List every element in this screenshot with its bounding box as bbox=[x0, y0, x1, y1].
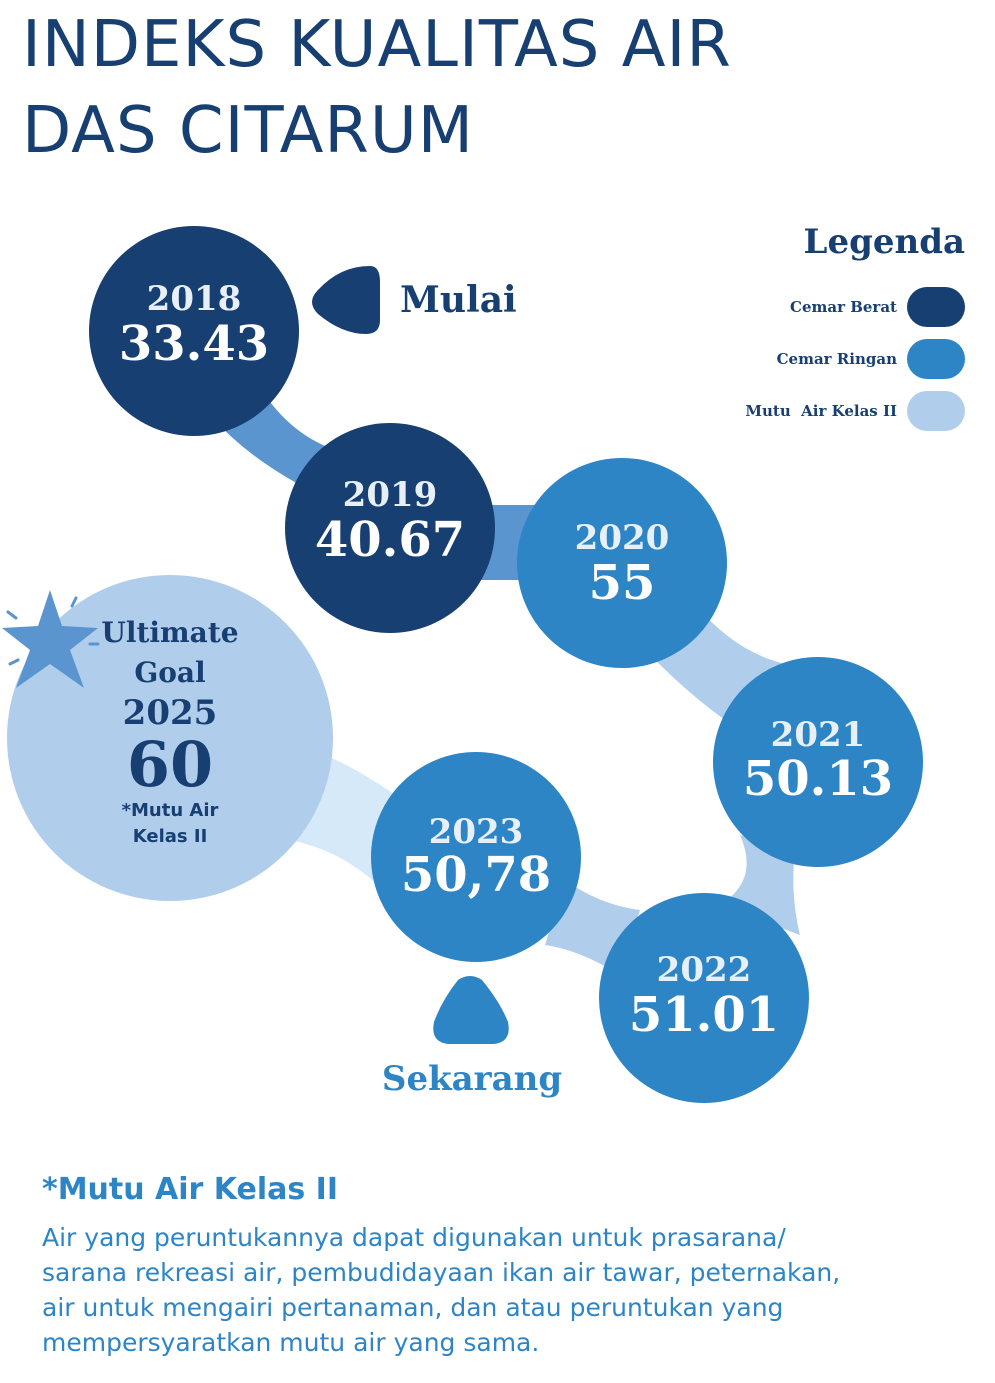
goal-note-line-2: Kelas II bbox=[133, 826, 208, 847]
legend-swatch bbox=[907, 391, 965, 431]
page-title: INDEKS KUALITAS AIR DAS CITARUM bbox=[22, 2, 732, 174]
node-value-2020: 55 bbox=[589, 555, 656, 611]
goal-line-1: Ultimate bbox=[101, 616, 238, 649]
node-year-2021: 2021 bbox=[771, 715, 866, 755]
footnote-line: Air yang peruntukannya dapat digunakan u… bbox=[42, 1223, 786, 1252]
goal-value: 60 bbox=[127, 728, 213, 801]
start-marker-shape bbox=[312, 266, 380, 334]
node-value-2021: 50.13 bbox=[743, 751, 893, 807]
current-marker-shape bbox=[433, 976, 509, 1044]
legend-label: Cemar Ringan bbox=[776, 350, 897, 368]
title-line-1: INDEKS KUALITAS AIR bbox=[22, 8, 732, 82]
legend-swatch bbox=[907, 339, 965, 379]
start-label: Mulai bbox=[400, 279, 517, 321]
circle-2020 bbox=[517, 458, 727, 668]
footnote-line: mempersyaratkan mutu air yang sama. bbox=[42, 1328, 540, 1357]
circle-2021 bbox=[713, 657, 923, 867]
legend-label: Mutu Air Kelas II bbox=[745, 402, 897, 420]
legend-item-cemar-ringan: Cemar Ringan bbox=[777, 339, 965, 379]
goal-year: 2025 bbox=[123, 693, 218, 733]
node-value-2019: 40.67 bbox=[315, 512, 465, 568]
node-value-2018: 33.43 bbox=[119, 316, 269, 372]
circle-2022 bbox=[599, 893, 809, 1103]
footnote-title: *Mutu Air Kelas II bbox=[42, 1172, 339, 1207]
circle-2018 bbox=[89, 226, 299, 436]
circle-2019 bbox=[285, 423, 495, 633]
legend-title: Legenda bbox=[803, 222, 965, 262]
node-year-2023: 2023 bbox=[429, 812, 524, 852]
current-label: Sekarang bbox=[382, 1059, 562, 1099]
node-year-2022: 2022 bbox=[657, 950, 752, 990]
footnote-line: sarana rekreasi air, pembudidayaan ikan … bbox=[42, 1258, 841, 1287]
footnote-line: air untuk mengairi pertanaman, dan atau … bbox=[42, 1293, 784, 1322]
node-year-2020: 2020 bbox=[575, 518, 670, 558]
node-value-2022: 51.01 bbox=[629, 987, 779, 1043]
node-year-2018: 2018 bbox=[147, 279, 242, 319]
footnote-text: Air yang peruntukannya dapat digunakan u… bbox=[42, 1220, 942, 1360]
legend-swatch bbox=[907, 287, 965, 327]
title-line-2: DAS CITARUM bbox=[22, 94, 474, 168]
goal-note-line-1: *Mutu Air bbox=[122, 800, 219, 821]
goal-line-2: Goal bbox=[134, 656, 205, 689]
circle-2023 bbox=[371, 752, 581, 962]
legend-item-cemar-berat: Cemar Berat bbox=[790, 287, 965, 327]
node-year-2019: 2019 bbox=[343, 475, 438, 515]
legend-item-mutu-air-kelas-ii: Mutu Air Kelas II bbox=[745, 391, 965, 431]
node-value-2023: 50,78 bbox=[401, 847, 551, 903]
star-icon bbox=[2, 590, 100, 688]
legend-label: Cemar Berat bbox=[790, 298, 897, 316]
circle-goal bbox=[7, 575, 333, 901]
